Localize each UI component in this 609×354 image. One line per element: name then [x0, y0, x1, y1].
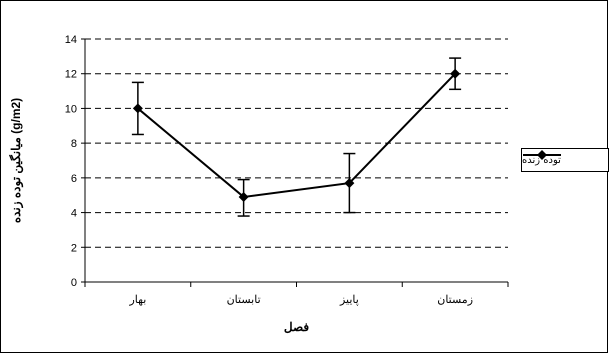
y-tick-label: 2 [71, 242, 77, 254]
legend-key-marker [537, 150, 547, 160]
data-point-diamond [132, 103, 143, 114]
gridlines [85, 38, 508, 248]
x-axis-title: فصل [284, 320, 309, 334]
y-tick-label: 8 [71, 138, 77, 150]
y-tick-label: 10 [65, 103, 77, 115]
series-biomass [131, 57, 462, 217]
x-tick-label: تابستان [227, 294, 261, 306]
y-tick-label: 14 [65, 34, 77, 46]
data-point-diamond [344, 178, 355, 189]
series-line [137, 73, 456, 198]
y-tick-label: 6 [71, 173, 77, 185]
legend-key-icon [523, 150, 561, 160]
legend-label: توده زنده [522, 154, 561, 166]
axes [84, 39, 508, 283]
y-tick-label: 12 [65, 69, 77, 81]
x-tick-label: پاییز [339, 294, 359, 306]
y-tick-label: 0 [71, 277, 77, 289]
y-tick-labels: 0 2 4 6 8 10 12 14 [65, 34, 85, 289]
y-tick-label: 4 [71, 208, 77, 220]
data-point-diamond [238, 191, 249, 202]
x-tick-label: زمستان [437, 294, 473, 306]
y-axis-title: میانگین توده زنده (g/m2) [8, 98, 24, 223]
legend: توده زنده [521, 148, 609, 172]
x-tick-label: بهار [128, 294, 146, 306]
x-tick-labels: بهار تابستان پاییز زمستان [84, 282, 509, 306]
data-point-diamond [450, 68, 461, 79]
